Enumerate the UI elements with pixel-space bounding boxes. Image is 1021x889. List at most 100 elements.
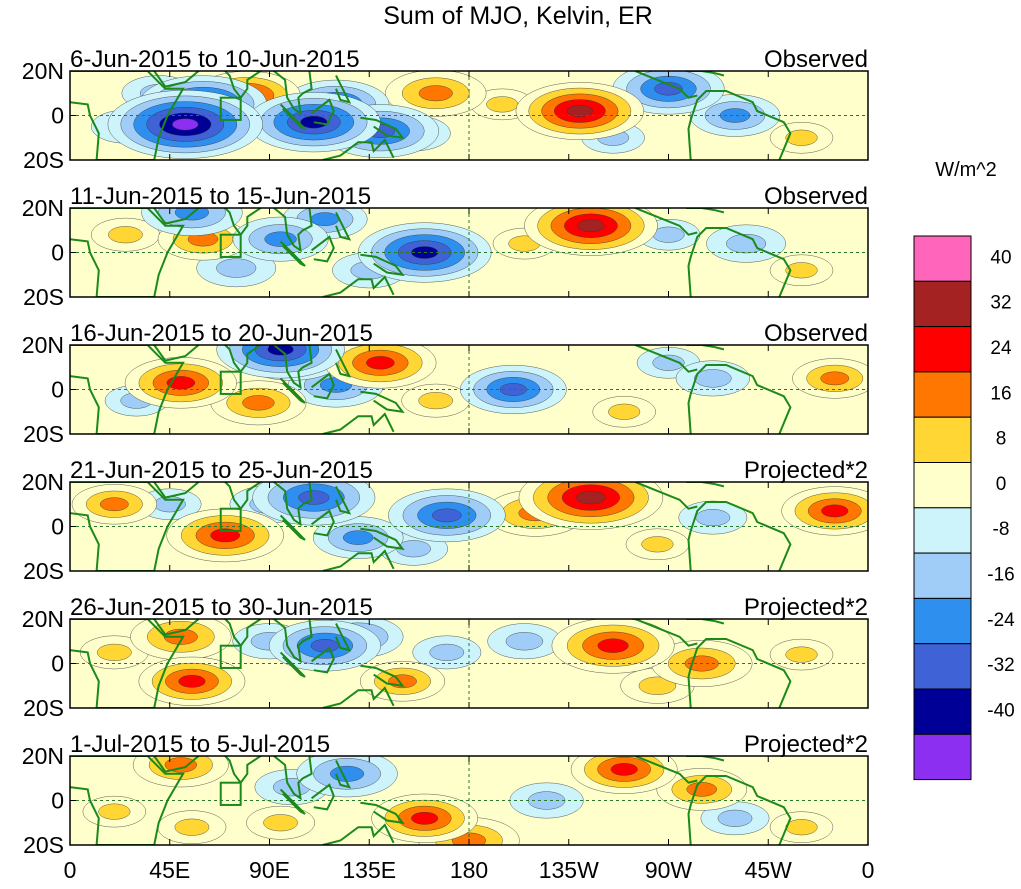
contour-level [820, 371, 850, 386]
y-tick-label: 20N [22, 332, 64, 358]
anomaly-blob [570, 756, 678, 794]
panel-date-range: 26-Jun-2015 to 30-Jun-2015 [70, 594, 373, 621]
colorbar-level-label: -8 [993, 519, 1010, 540]
contour-level [505, 632, 544, 651]
sumatra-island [279, 240, 306, 267]
panel-label: Observed [764, 46, 868, 73]
india-coast [223, 208, 263, 237]
contour-level [785, 262, 818, 279]
panel-1: 6-Jun-2015 to 10-Jun-2015 Observed 20N 0 20S [22, 46, 869, 173]
y-tick-label: 0 [51, 651, 64, 677]
philippines-islands [335, 485, 352, 515]
anomaly-blob [401, 383, 471, 418]
caribbean-islands [686, 208, 725, 214]
south-america-coast [687, 501, 792, 571]
contour-level [242, 395, 275, 411]
caribbean-islands [686, 345, 725, 351]
borneo-island [310, 509, 335, 537]
new-guinea-island [360, 390, 405, 414]
anomaly-blob [769, 254, 834, 286]
panel-3: 16-Jun-2015 to 20-Jun-2015 Observed 20N 0 20… [22, 320, 869, 447]
contour-level [686, 782, 717, 797]
arabia-coast [153, 619, 200, 636]
contour-level [172, 118, 199, 131]
panel-label: Projected*2 [744, 731, 868, 758]
contour-level [597, 638, 629, 653]
x-tick-label: 90W [645, 857, 693, 883]
y-tick-label: 0 [51, 377, 64, 403]
x-tick-label: 135E [342, 857, 396, 883]
arabia-coast [153, 345, 200, 362]
africa-coast [70, 756, 185, 845]
philippines-islands [335, 75, 352, 104]
colorbar-level-label: -32 [987, 655, 1014, 676]
borneo-island [310, 98, 335, 126]
new-guinea-island [360, 664, 405, 688]
anomaly-blob [487, 623, 562, 660]
anomaly-blob [460, 365, 567, 415]
contour-level [178, 675, 206, 688]
contour-level [366, 356, 395, 370]
anomaly-blob [769, 811, 834, 843]
australia-coast [322, 138, 395, 160]
anomaly-blob [412, 635, 482, 670]
panel-label: Observed [764, 320, 868, 347]
colorbar-swatch [913, 733, 972, 781]
contour-level [298, 490, 330, 505]
reference-box [219, 96, 242, 121]
contour-level [100, 497, 129, 512]
anomaly-blob [246, 805, 315, 840]
panel-label: Observed [764, 183, 868, 210]
reference-box [219, 781, 242, 806]
colorbar-swatch [913, 371, 972, 418]
contour-level [429, 643, 465, 661]
y-tick-label: 0 [51, 514, 64, 540]
caribbean-islands [686, 756, 725, 762]
reference-box [219, 370, 242, 395]
contour-level [785, 819, 818, 836]
coastlines [70, 345, 792, 434]
y-tick-label: 20S [23, 695, 64, 721]
y-tick-label: 20S [23, 421, 64, 447]
anomaly-blob [138, 656, 246, 706]
colorbar-swatch [913, 688, 972, 735]
africa-coast [70, 619, 185, 708]
anomaly-blob [706, 224, 786, 263]
india-coast [223, 482, 263, 511]
anomaly-blob [518, 482, 664, 530]
panel-date-range: 16-Jun-2015 to 20-Jun-2015 [70, 320, 373, 347]
africa-coast [70, 345, 185, 434]
arabia-coast [153, 756, 200, 773]
y-tick-label: 20S [23, 832, 64, 858]
anomaly-blob [166, 508, 284, 563]
colorbar-swatch [913, 507, 972, 554]
panel-4: 21-Jun-2015 to 25-Jun-2015 Projected*2 20N… [22, 457, 869, 584]
sumatra-island [279, 377, 306, 404]
x-tick-label: 135W [539, 857, 599, 883]
contour-level [726, 234, 767, 254]
borneo-island [310, 646, 335, 674]
colorbar-level-label: 40 [990, 247, 1011, 268]
contour-level [785, 129, 818, 146]
philippines-islands [335, 211, 352, 241]
colorbar: W/m^2 40 32 24 16 8 0 -8 -16 -24 -32 -40 [913, 159, 1015, 781]
contour-level [342, 530, 374, 545]
new-guinea-island [360, 801, 405, 825]
panel-date-range: 21-Jun-2015 to 25-Jun-2015 [70, 457, 373, 484]
contour-level [210, 528, 240, 543]
australia-coast [322, 412, 395, 434]
anomaly-blob [296, 756, 398, 798]
sumatra-island [279, 788, 306, 815]
anomaly-field [70, 71, 868, 160]
contour-level [98, 803, 131, 820]
contour-level [821, 504, 849, 518]
contour-level [608, 403, 641, 420]
y-tick-label: 0 [51, 788, 64, 814]
anomaly-blob [592, 396, 656, 428]
sumatra-island [279, 514, 306, 541]
india-coast [223, 71, 263, 100]
colorbar-level-label: 8 [996, 429, 1007, 450]
colorbar-swatch [913, 462, 972, 509]
panel-date-range: 1-Jul-2015 to 5-Jul-2015 [70, 731, 330, 758]
central-america-coast [634, 482, 698, 510]
